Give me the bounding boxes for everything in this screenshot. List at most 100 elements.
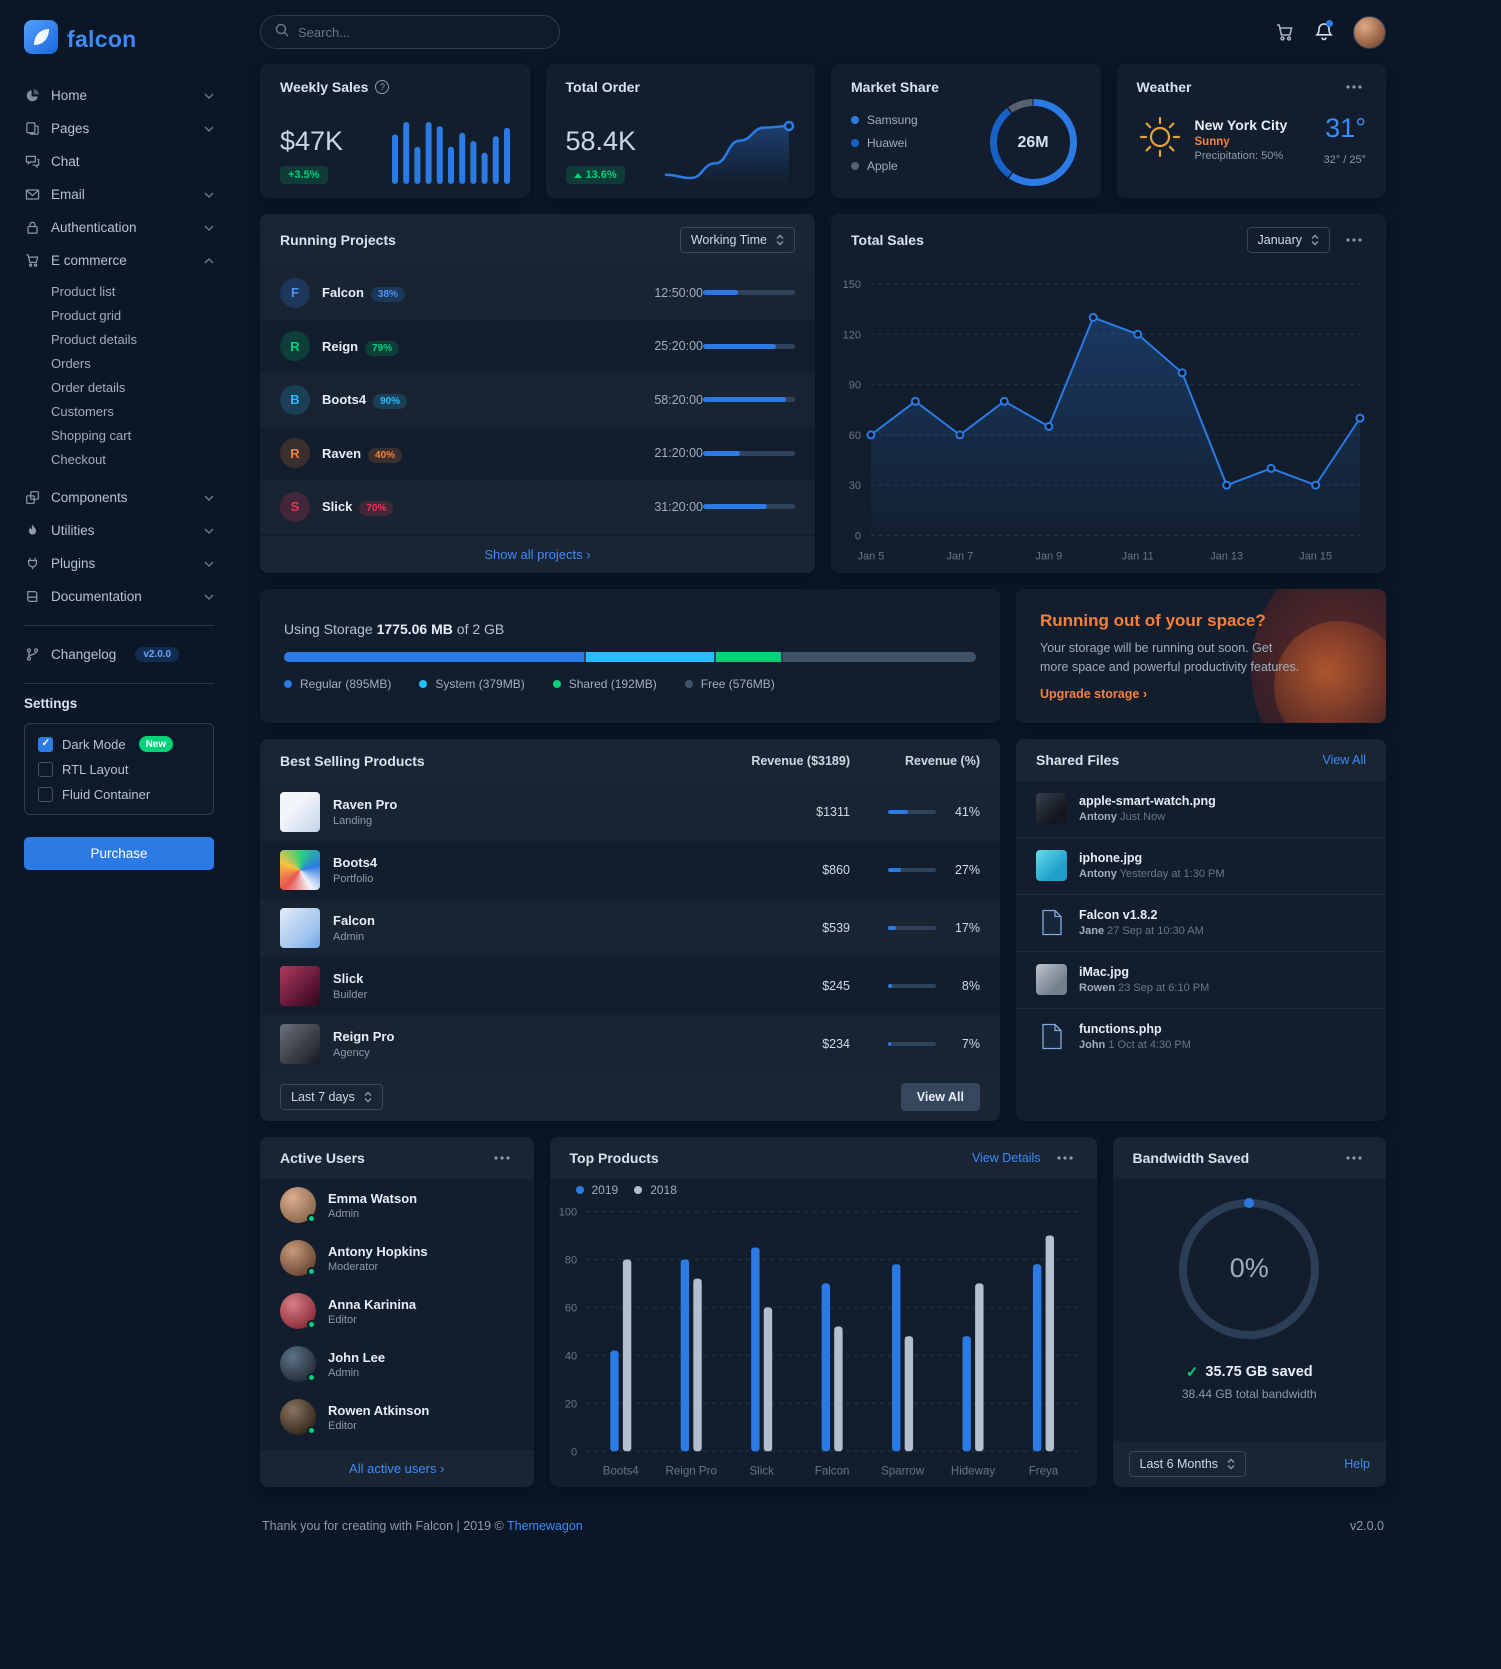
avatar <box>280 1346 316 1383</box>
dark-mode-checkbox[interactable] <box>38 736 53 752</box>
file-name[interactable]: iMac.jpg <box>1079 965 1130 980</box>
user-role: Moderator <box>328 1260 379 1273</box>
rtl-layout-toggle[interactable]: RTL Layout <box>38 762 200 777</box>
footer-text: Thank you for creating with Falcon | 201… <box>262 1518 583 1533</box>
avatar <box>280 1187 316 1224</box>
sidebar-item-customers[interactable]: Customers <box>51 403 114 419</box>
file-name[interactable]: functions.php <box>1079 1022 1162 1037</box>
sidebar-item-chat[interactable]: Chat <box>24 145 214 178</box>
sidebar-item-utilities[interactable]: Utilities <box>24 514 214 547</box>
help-icon[interactable] <box>375 80 390 94</box>
product-name[interactable]: Slick <box>333 970 364 986</box>
period-select[interactable]: Last 6 Months <box>1128 1450 1247 1477</box>
weather-condition: Sunny <box>1194 136 1230 148</box>
sidebar-item-label: Email <box>51 187 85 202</box>
user-name[interactable]: Emma Watson <box>328 1190 418 1206</box>
upgrade-storage-link[interactable]: Upgrade storage › <box>1040 686 1147 701</box>
project-name[interactable]: Slick 70% <box>322 499 394 517</box>
setting-label: RTL Layout <box>62 762 129 777</box>
product-name[interactable]: Boots4 <box>333 854 378 870</box>
product-name[interactable]: Raven Pro <box>333 796 398 812</box>
card-menu-icon[interactable] <box>1342 1152 1366 1164</box>
user-name[interactable]: Anna Karinina <box>328 1296 417 1312</box>
user-name[interactable]: John Lee <box>328 1349 386 1365</box>
fluid-container-checkbox[interactable] <box>38 787 53 802</box>
search-box[interactable] <box>260 15 560 49</box>
storage-progressbar <box>284 652 976 663</box>
total-order-chart <box>664 120 795 184</box>
view-details-link[interactable]: View Details <box>971 1150 1041 1165</box>
sidebar-item-plugins[interactable]: Plugins <box>24 547 214 580</box>
product-name[interactable]: Falcon <box>333 912 375 928</box>
sidebar-item-home[interactable]: Home <box>24 79 214 112</box>
show-all-projects-link[interactable]: Show all projects › <box>260 536 815 573</box>
project-row: S Slick 70% 31:20:00 <box>260 480 815 534</box>
sidebar-item-product-list[interactable]: Product list <box>51 283 116 299</box>
product-thumbnail <box>280 849 320 890</box>
brand-logo[interactable]: falcon <box>24 16 214 79</box>
product-name[interactable]: Reign Pro <box>333 1028 395 1044</box>
cart-icon[interactable] <box>1275 22 1295 42</box>
sidebar-item-orders[interactable]: Orders <box>51 355 91 371</box>
sidebar-item-product-grid[interactable]: Product grid <box>51 307 122 323</box>
sidebar-item-label: Authentication <box>51 220 137 235</box>
card-menu-icon[interactable] <box>1342 234 1366 246</box>
purchase-button[interactable]: Purchase <box>24 837 214 870</box>
sidebar-item-components[interactable]: Components <box>24 481 214 514</box>
search-input[interactable] <box>298 24 545 40</box>
card-menu-icon[interactable] <box>1053 1152 1077 1164</box>
all-active-users-link[interactable]: All active users › <box>260 1450 534 1487</box>
notifications-bell-icon[interactable] <box>1315 20 1333 42</box>
working-time-select[interactable]: Working Time <box>679 227 795 253</box>
user-name[interactable]: Rowen Atkinson <box>328 1402 430 1418</box>
project-row: B Boots4 90% 58:20:00 <box>260 373 815 427</box>
project-name[interactable]: Boots4 90% <box>322 392 408 410</box>
file-meta: Jane 27 Sep at 10:30 AM <box>1079 925 1204 938</box>
svg-text:0: 0 <box>570 1446 576 1458</box>
project-name[interactable]: Falcon 38% <box>322 285 405 303</box>
view-all-link[interactable]: View All <box>1322 752 1366 767</box>
user-avatar[interactable] <box>1353 15 1386 49</box>
settings-heading: Settings <box>24 696 78 711</box>
month-select[interactable]: January <box>1246 227 1330 253</box>
project-name[interactable]: Raven 40% <box>322 446 403 463</box>
code-branch-icon <box>24 647 40 662</box>
dark-mode-toggle[interactable]: Dark Mode New <box>38 736 200 752</box>
sidebar-item-ecommerce[interactable]: E commerce <box>24 244 214 277</box>
sidebar-item-checkout[interactable]: Checkout <box>51 451 106 467</box>
project-avatar: R <box>280 331 310 362</box>
rtl-layout-checkbox[interactable] <box>38 762 53 777</box>
project-name[interactable]: Reign 79% <box>322 339 400 356</box>
user-name[interactable]: Antony Hopkins <box>328 1243 428 1259</box>
card-title: Total Sales <box>851 232 924 248</box>
sidebar-item-authentication[interactable]: Authentication <box>24 211 214 244</box>
product-thumbnail <box>280 1023 320 1064</box>
user-row: John Lee Admin <box>260 1338 534 1391</box>
card-menu-icon[interactable] <box>490 1152 514 1164</box>
online-status-dot <box>307 1373 316 1383</box>
best-selling-list: Raven Pro Landing $1311 41% Boots4 Portfol… <box>260 783 1000 1073</box>
sidebar-item-product-details[interactable]: Product details <box>51 331 137 347</box>
sidebar-item-order-details[interactable]: Order details <box>51 379 126 395</box>
help-link[interactable]: Help <box>1344 1456 1370 1471</box>
timerange-select[interactable]: Last 7 days <box>280 1083 383 1110</box>
file-name[interactable]: Falcon v1.8.2 <box>1079 908 1158 923</box>
legend-item: Samsung <box>851 113 918 127</box>
card-menu-icon[interactable] <box>1342 81 1366 93</box>
total-sales-chart: 0 30 60 90 120 150 Jan 5 Jan 7 Jan 9 Jan 11 Jan 13… <box>831 266 1386 573</box>
project-progressbar <box>703 450 795 456</box>
file-name[interactable]: apple-smart-watch.png <box>1079 794 1216 809</box>
product-row: Falcon Admin $539 17% <box>260 899 1000 957</box>
sidebar-item-shopping-cart[interactable]: Shopping cart <box>51 427 132 443</box>
legend-dot <box>575 1185 584 1194</box>
sidebar-item-email[interactable]: Email <box>24 178 214 211</box>
fluid-container-toggle[interactable]: Fluid Container <box>38 787 200 802</box>
themewagon-link[interactable]: Themewagon <box>507 1518 583 1533</box>
file-name[interactable]: iphone.jpg <box>1079 851 1143 866</box>
sidebar-item-changelog[interactable]: Changelog v2.0.0 <box>24 638 214 671</box>
sidebar-item-label: Changelog <box>51 647 117 662</box>
upgrade-title: Running out of your space? <box>1040 611 1266 631</box>
sidebar-item-pages[interactable]: Pages <box>24 112 214 145</box>
view-all-button[interactable]: View All <box>900 1082 980 1111</box>
sidebar-item-documentation[interactable]: Documentation <box>24 580 214 613</box>
